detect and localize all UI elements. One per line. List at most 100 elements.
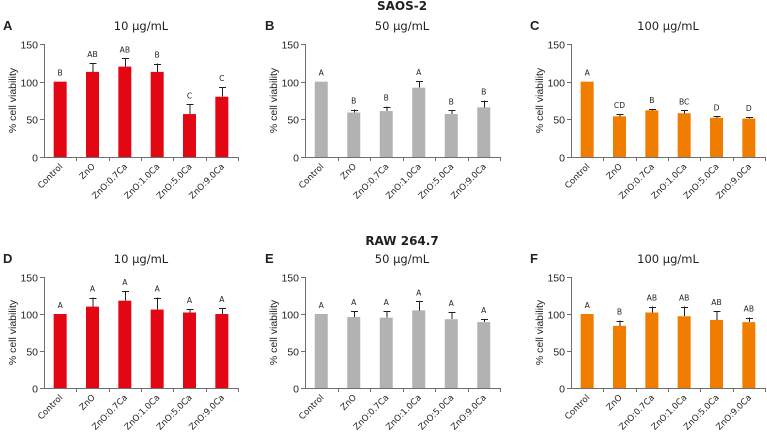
panel-letter: F [530,251,538,266]
significance-label: BC [679,97,689,106]
significance-label: B [351,97,356,106]
panel-letter: A [3,18,13,33]
bar-zno-1-0ca [677,113,691,157]
y-tick-label: 0 [32,384,38,396]
bar-zno-9-0ca [742,322,756,388]
y-axis-label: % cell viability [7,299,19,365]
bar-zno-5-0ca [444,114,458,157]
x-tick-label: ZnO:9.0Ca [449,393,488,432]
y-tick-label: 0 [293,153,299,165]
panel-letter: E [265,251,274,266]
significance-label: A [384,298,390,307]
y-tick-label: 50 [287,347,299,359]
significance-label: B [449,97,454,106]
significance-label: A [187,296,193,305]
bar-zno-1-0ca [412,310,426,388]
significance-label: D [746,104,752,113]
y-tick-label: 0 [293,384,299,396]
bar-control [53,314,67,388]
significance-label: B [481,88,486,97]
y-axis-label: % cell viability [268,67,280,133]
x-tick-label: ZnO [78,162,98,182]
significance-label: B [617,308,622,317]
bar-zno-5-0ca [710,319,723,388]
y-tick-label: 100 [281,310,299,322]
significance-label: C [219,74,224,83]
significance-label: A [319,301,325,310]
bar-zno-0-7ca [645,312,659,388]
y-tick-label: 150 [20,40,38,52]
y-axis-label: % cell viability [7,67,19,133]
bar-control [580,314,594,388]
bar-zno-5-0ca [710,117,723,157]
panel-letter: B [265,18,274,33]
bar-control [53,81,67,157]
y-tick-label: 0 [559,384,565,396]
chart-panel-d: D 10 µg/mL % cell viability 0 50 100 150 A Contr… [3,251,239,432]
y-tick-label: 50 [287,115,299,127]
significance-label: AB [711,298,721,307]
significance-label: B [649,96,654,105]
y-tick-label: 50 [26,347,38,359]
bar-zno-0-7ca [118,300,132,388]
panel-title: 10 µg/mL [114,19,169,33]
significance-label: A [585,69,591,78]
x-tick-label: ZnO [339,393,359,413]
bar-zno-9-0ca [215,314,229,388]
significance-label: A [416,68,422,77]
panel-title: 50 µg/mL [375,252,430,266]
x-tick-label: Control [297,393,326,422]
y-tick-label: 150 [281,40,299,52]
chart-panel-a: A 10 µg/mL % cell viability 0 50 100 150 B Contr… [3,18,239,201]
chart-panel-f: F 100 µg/mL % cell viability 0 50 100 150 A Cont… [530,251,766,432]
y-tick-label: 150 [547,273,565,285]
bar-zno-9-0ca [477,322,491,388]
bar-zno [347,316,361,388]
bar-zno-1-0ca [412,87,426,157]
x-tick-label: Control [563,162,592,191]
significance-label: A [122,278,128,287]
bar-control [314,81,328,157]
y-tick-label: 150 [547,40,565,52]
significance-label: A [481,306,487,315]
bar-zno [347,112,361,157]
significance-label: A [90,285,96,294]
bar-control [580,81,594,157]
y-tick-label: 150 [281,273,299,285]
chart-panel-e: E 50 µg/mL % cell viability 0 50 100 150 A Contr… [265,251,501,432]
y-tick-label: 100 [547,310,565,322]
y-axis-label: % cell viability [268,299,280,365]
bar-zno [86,71,99,157]
x-tick-label: ZnO [78,393,98,413]
significance-label: AB [87,50,97,59]
x-tick-label: Control [563,393,592,422]
panel-title: 100 µg/mL [637,19,699,33]
bar-zno [86,306,99,388]
y-tick-label: 50 [553,347,565,359]
significance-label: A [319,69,325,78]
y-tick-label: 100 [547,78,565,90]
y-tick-label: 50 [553,115,565,127]
y-tick-label: 0 [559,153,565,165]
panel-letter: D [3,251,12,266]
bar-zno-5-0ca [183,114,196,157]
y-axis-label: % cell viability [534,299,546,365]
x-tick-label: ZnO:9.0Ca [449,162,488,201]
bar-zno-1-0ca [150,309,164,388]
significance-label: A [219,295,225,304]
bar-control [314,314,328,388]
bar-zno-0-7ca [118,66,132,157]
bar-zno-1-0ca [677,316,691,388]
significance-label: A [585,301,591,310]
bar-zno [613,325,626,388]
significance-label: A [155,285,161,294]
significance-label: B [384,94,389,103]
y-tick-label: 0 [32,153,38,165]
x-tick-label: Control [36,162,65,191]
bar-zno-5-0ca [183,312,196,388]
y-axis-label: % cell viability [534,67,546,133]
x-tick-label: ZnO [605,393,625,413]
bar-zno-0-7ca [379,317,393,388]
significance-label: CD [614,101,625,110]
